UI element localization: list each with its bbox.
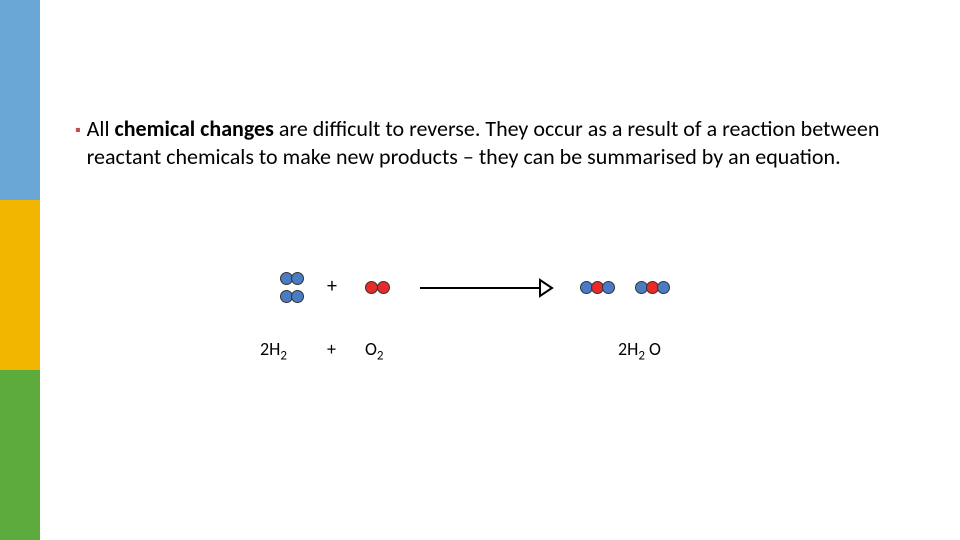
- bullet-text: All chemical changes are difficult to re…: [87, 115, 895, 170]
- sidebar-block-yellow: [0, 200, 40, 370]
- sidebar-color-strip: [0, 0, 40, 540]
- atom-hydrogen: [657, 281, 670, 294]
- atom-hydrogen: [602, 281, 615, 294]
- atom-oxygen: [377, 281, 390, 294]
- formula-row: 2H2 + O2 2H2 O: [230, 338, 730, 368]
- formula-h2: 2H2: [260, 338, 287, 364]
- text-bold: chemical changes: [114, 115, 273, 142]
- bullet-square-icon: ▪: [75, 121, 81, 140]
- reaction-arrow-icon: [420, 273, 556, 303]
- molecule-row: +: [230, 270, 730, 320]
- formula-plus: +: [327, 338, 336, 360]
- formula-h2o: 2H2 O: [618, 338, 661, 364]
- sidebar-block-green: [0, 370, 40, 540]
- atom-hydrogen: [291, 290, 304, 303]
- slide-content: ▪ All chemical changes are difficult to …: [75, 115, 895, 170]
- bullet-item: ▪ All chemical changes are difficult to …: [75, 115, 895, 170]
- text-prefix: All: [87, 115, 115, 142]
- plus-sign: +: [327, 274, 337, 298]
- reaction-diagram: + 2H2 + O2 2H2 O: [230, 270, 730, 380]
- atom-hydrogen: [291, 272, 304, 285]
- formula-o2: O2: [365, 338, 384, 364]
- sidebar-block-blue: [0, 0, 40, 200]
